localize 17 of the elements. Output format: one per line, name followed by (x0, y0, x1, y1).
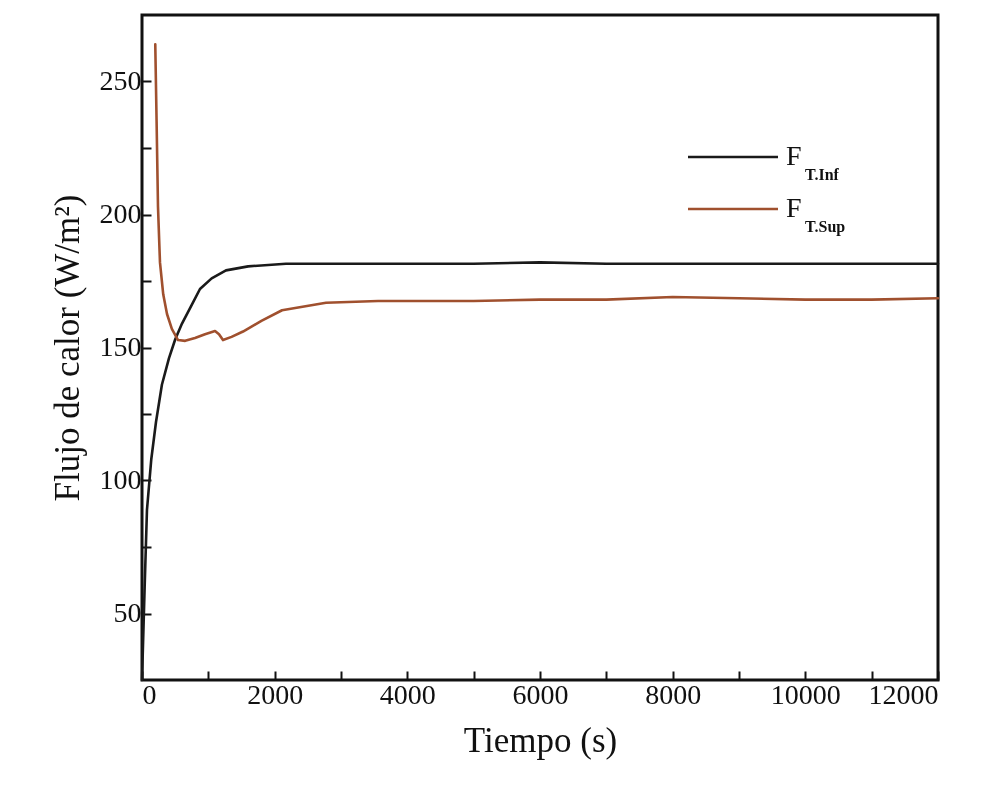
y-tick-label: 100 (99, 464, 142, 495)
y-tick-label: 200 (99, 198, 142, 229)
y-axis-title: Flujo de calor (W/m²) (47, 194, 87, 502)
x-tick-label: 2000 (247, 678, 304, 710)
legend-label: FT.Sup (786, 192, 846, 236)
x-tick-label: 4000 (379, 678, 436, 710)
x-tick-label: 12000 (868, 678, 939, 710)
x-tick-label: 8000 (645, 678, 702, 710)
x-tick-label: 0 (142, 678, 157, 710)
y-tick-label: 250 (99, 65, 142, 96)
y-tick-label: 150 (99, 331, 142, 362)
line-series (153, 42, 940, 343)
legend-label: FT.Inf (786, 140, 840, 183)
y-tick-label: 50 (113, 597, 142, 628)
x-axis-title: Tiempo (s) (463, 720, 618, 760)
x-tick-label: 6000 (512, 678, 569, 710)
x-tick-label: 10000 (770, 678, 841, 710)
